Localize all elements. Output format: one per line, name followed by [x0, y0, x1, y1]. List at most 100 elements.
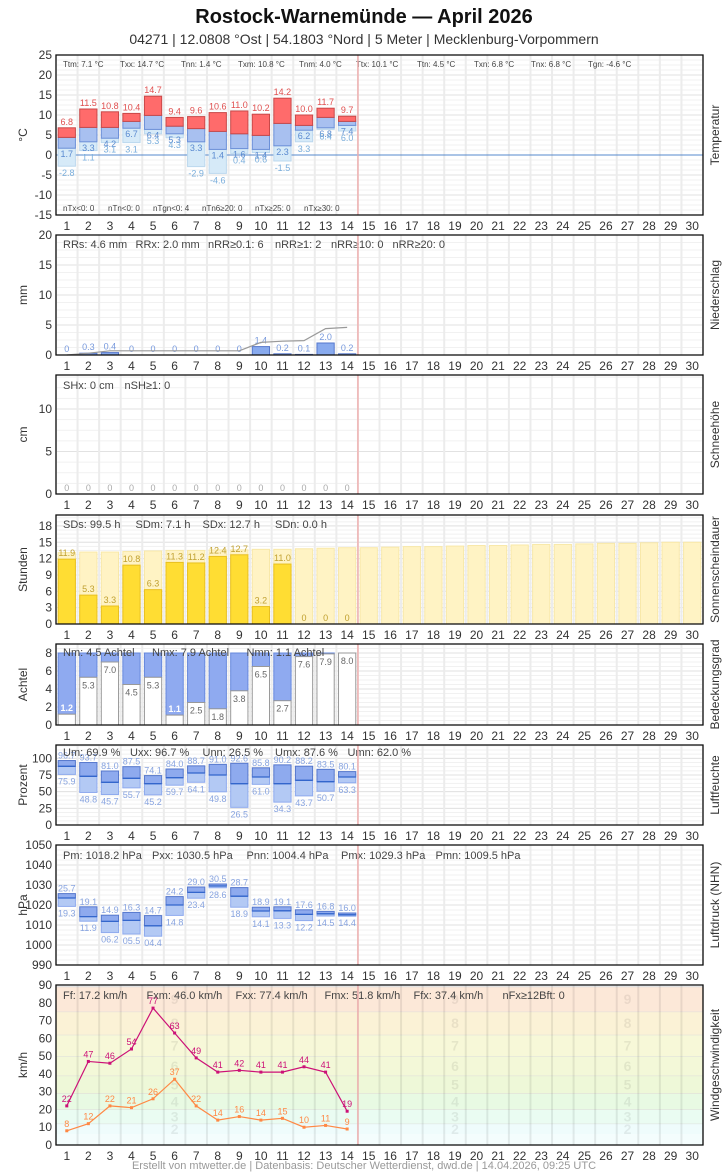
x-tick-label: 4 — [128, 729, 135, 743]
svg-text:nTn6≥20: 0: nTn6≥20: 0 — [202, 204, 243, 213]
wind-value-label: 8 — [64, 1119, 69, 1129]
x-tick-label: 23 — [535, 359, 549, 373]
x-tick-label: 6 — [171, 729, 178, 743]
x-tick-label: 16 — [384, 219, 398, 233]
x-tick-label: 1 — [63, 628, 70, 642]
x-tick-label: 25 — [578, 1149, 592, 1163]
x-tick-label: 26 — [599, 628, 613, 642]
x-tick-label: 16 — [384, 969, 398, 983]
sun-label: 0 — [345, 613, 350, 623]
snow-label: 0 — [86, 483, 91, 493]
x-tick-label: 14 — [340, 219, 354, 233]
beaufort-label: 3 — [171, 1109, 179, 1125]
x-tick-label: 22 — [513, 359, 527, 373]
x-tick-label: 10 — [254, 498, 268, 512]
x-tick-label: 21 — [491, 628, 505, 642]
beaufort-band — [56, 1093, 703, 1110]
x-tick-label: 21 — [491, 219, 505, 233]
beaufort-label: 7 — [451, 1037, 459, 1053]
svg-text:Txx: 14.7 °C: Txx: 14.7 °C — [120, 60, 164, 69]
hum-min-label: 43.7 — [295, 798, 313, 808]
svg-text:Uxx: 96.7 %: Uxx: 96.7 % — [130, 747, 190, 759]
hum-min-label: 55.7 — [123, 790, 141, 800]
cloud-label: 2.7 — [276, 704, 289, 714]
cloud-label: 3.8 — [233, 694, 246, 704]
wind-value-label: 14 — [256, 1108, 266, 1118]
y-tick-label: 10 — [39, 1120, 53, 1134]
x-tick-label: 26 — [599, 498, 613, 512]
x-tick-label: 4 — [128, 1149, 135, 1163]
station-info: 04271 | 12.0808 °Ost | 54.1803 °Nord | 5… — [129, 31, 599, 47]
x-tick-label: 2 — [85, 219, 92, 233]
x-tick-label: 9 — [236, 729, 243, 743]
beaufort-label: 9 — [451, 991, 459, 1007]
panel-stats: Ttm: 7.1 °C Txx: 14.7 °C Tnn: 1.4 °C Txm: 1… — [63, 60, 631, 69]
y-tick-label: 75 — [39, 768, 53, 782]
x-tick-label: 24 — [556, 969, 570, 983]
x-tick-label: 27 — [621, 498, 635, 512]
panel-title: Luftfeuchte — [708, 755, 722, 815]
x-tick-label: 16 — [384, 498, 398, 512]
sun-label: 11.9 — [58, 548, 75, 558]
x-tick-label: 1 — [63, 969, 70, 983]
beaufort-label: 2 — [171, 1121, 179, 1137]
svg-text:Ttn: 4.5 °C: Ttn: 4.5 °C — [417, 60, 456, 69]
wind-value-label: 49 — [191, 1046, 201, 1056]
sun-label: 3.3 — [104, 595, 117, 605]
cumulative-precip-line — [66, 326, 348, 356]
panel-title: Windgeschwindigkeit — [708, 1008, 722, 1121]
pres-min-label: 11.9 — [80, 923, 97, 933]
y-tick-label: 40 — [39, 1067, 53, 1081]
x-tick-label: 20 — [470, 969, 484, 983]
x-tick-label: 21 — [491, 729, 505, 743]
svg-text:Pnn: 1004.4 hPa: Pnn: 1004.4 hPa — [247, 850, 330, 862]
x-tick-label: 17 — [405, 729, 419, 743]
x-tick-label: 8 — [214, 359, 221, 373]
svg-text:Pmx: 1029.3 hPa: Pmx: 1029.3 hPa — [341, 850, 426, 862]
y-tick-label: 60 — [39, 1031, 53, 1045]
x-tick-label: 1 — [63, 359, 70, 373]
x-tick-label: 22 — [513, 498, 527, 512]
x-tick-label: 19 — [448, 829, 462, 843]
beaufort-label: 5 — [624, 1077, 632, 1093]
x-tick-label: 25 — [578, 219, 592, 233]
hum-max-label: 92.6 — [231, 753, 249, 763]
x-tick-label: 26 — [599, 1149, 613, 1163]
snow-label: 0 — [323, 483, 328, 493]
x-tick-label: 3 — [107, 498, 114, 512]
tground-label: 6.4 — [319, 131, 332, 141]
tmax-label: 10.0 — [295, 104, 313, 114]
x-tick-label: 13 — [319, 498, 333, 512]
wind-gust-line — [66, 1007, 348, 1112]
svg-text:nFx≥12Bft: 0: nFx≥12Bft: 0 — [503, 990, 565, 1002]
x-tick-label: 14 — [340, 729, 354, 743]
x-tick-label: 15 — [362, 729, 376, 743]
tground-label: 0.4 — [233, 155, 246, 165]
x-tick-label: 15 — [362, 1149, 376, 1163]
hum-min-label: 49.8 — [209, 794, 227, 804]
pres-max-label: 24.2 — [166, 887, 184, 897]
x-tick-label: 28 — [642, 969, 656, 983]
hum-min-label: 34.3 — [274, 804, 292, 814]
x-tick-label: 10 — [254, 969, 268, 983]
x-tick-label: 15 — [362, 498, 376, 512]
x-tick-label: 6 — [171, 498, 178, 512]
panel-stats: SDs: 99.5 h SDm: 7.1 h SDx: 12.7 h SDn: 0.0… — [63, 519, 327, 531]
x-tick-label: 12 — [297, 729, 311, 743]
x-tick-label: 24 — [556, 729, 570, 743]
x-tick-label: 12 — [297, 628, 311, 642]
y-tick-label: 4 — [45, 682, 52, 696]
wind-panel: 2 2 23 3 34 4 45 5 56 6 67 7 78 8 89 9 90102030405060708… — [16, 978, 722, 1163]
x-tick-label: 2 — [85, 969, 92, 983]
sun-label: 3.2 — [255, 596, 268, 606]
pres-max-label: 18.9 — [252, 897, 270, 907]
x-tick-label: 30 — [686, 498, 700, 512]
x-tick-label: 3 — [107, 359, 114, 373]
hum-min-label: 59.7 — [166, 787, 184, 797]
hum-max-label: 88.7 — [187, 756, 205, 766]
pres-min-label: 19.3 — [58, 908, 76, 918]
y-tick-label: 3 — [45, 601, 52, 615]
y-axis-label: hPa — [16, 894, 30, 916]
